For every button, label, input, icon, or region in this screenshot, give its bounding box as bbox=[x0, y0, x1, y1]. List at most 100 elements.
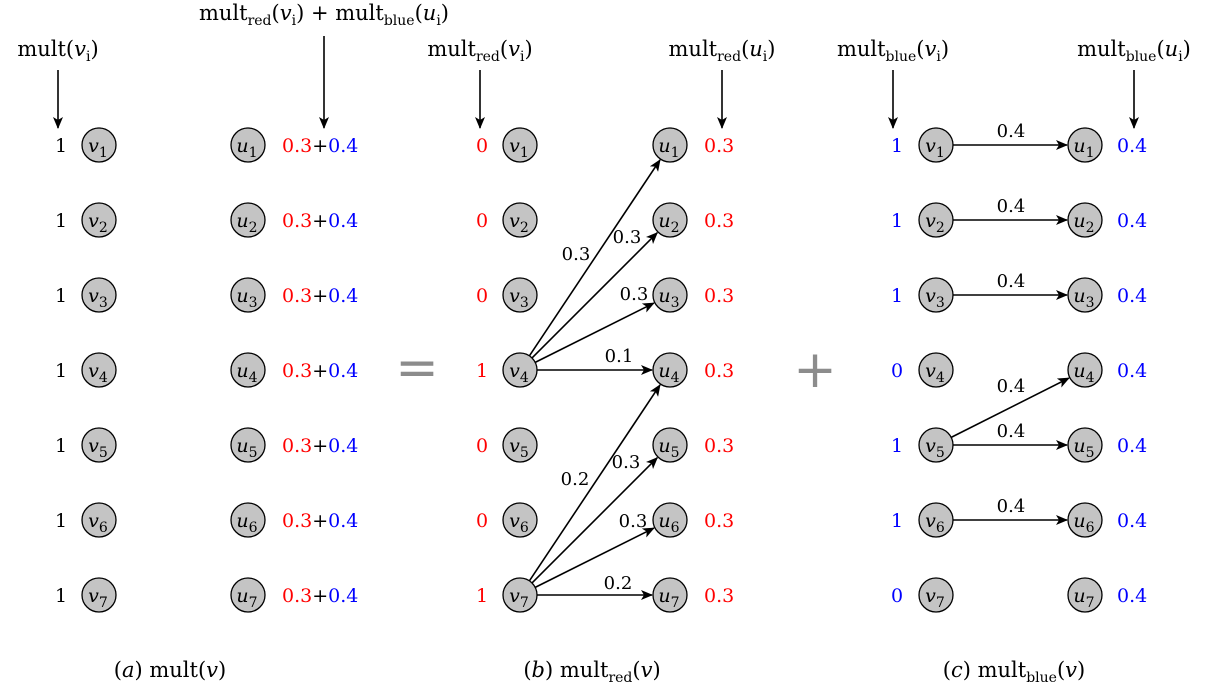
panel-c-node-v2: v2 bbox=[918, 202, 954, 238]
panel-b-right-value: 0.3 bbox=[704, 585, 734, 607]
panel-a-node-u6: u6 bbox=[230, 502, 266, 538]
node-circle bbox=[1067, 202, 1103, 238]
panel-b-left-value: 0 bbox=[476, 285, 488, 307]
node-label: v4 bbox=[925, 360, 945, 386]
node-label: u7 bbox=[1073, 585, 1094, 611]
panel-b-node-v3: v3 bbox=[502, 277, 538, 313]
panel-a-right-value: 0.3+0.4 bbox=[282, 585, 358, 607]
panel-c-node-u7: u7 bbox=[1067, 577, 1103, 613]
node-label: v5 bbox=[88, 435, 108, 461]
panel-b-node-v4: v4 bbox=[502, 352, 538, 388]
node-label: v1 bbox=[509, 135, 529, 161]
panel-b-edge-v4-u3 bbox=[534, 302, 655, 364]
panel-a-node-v4: v4 bbox=[81, 352, 117, 388]
panel-b-right-value: 0.3 bbox=[704, 360, 734, 382]
node-label: v7 bbox=[88, 585, 108, 611]
node-circle bbox=[652, 427, 688, 463]
panel-c-right-value: 0.4 bbox=[1117, 285, 1147, 307]
node-label: u2 bbox=[236, 210, 257, 236]
panel-c-left-value: 1 bbox=[891, 285, 903, 307]
panel-a-left-value: 1 bbox=[55, 510, 67, 532]
node-circle bbox=[918, 277, 954, 313]
node-circle bbox=[1067, 427, 1103, 463]
panel-a-node-u4: u4 bbox=[230, 352, 266, 388]
equals-operator: = bbox=[395, 338, 439, 398]
node-label: v2 bbox=[88, 210, 108, 236]
panel-a-left-value: 1 bbox=[55, 210, 67, 232]
header-arg: v bbox=[74, 37, 86, 61]
node-circle bbox=[502, 277, 538, 313]
panel-b-edge-v7-u4 bbox=[528, 384, 661, 582]
node-label: u7 bbox=[658, 585, 679, 611]
node-circle bbox=[1067, 502, 1103, 538]
node-circle bbox=[502, 202, 538, 238]
panel-b-right-value: 0.3 bbox=[704, 285, 734, 307]
panel-a-node-v5: v5 bbox=[81, 427, 117, 463]
panel-c-node-u5: u5 bbox=[1067, 427, 1103, 463]
node-circle bbox=[1067, 352, 1103, 388]
panel-a-left-value: 1 bbox=[55, 585, 67, 607]
panel-c-edge-weight: 0.4 bbox=[997, 496, 1026, 517]
panel-c-right-value: 0.4 bbox=[1117, 210, 1147, 232]
panel-a-node-v3: v3 bbox=[81, 277, 117, 313]
panel-b-node-v2: v2 bbox=[502, 202, 538, 238]
panel-b-right-value: 0.3 bbox=[704, 510, 734, 532]
panel-c-left-value: 1 bbox=[891, 510, 903, 532]
node-label: v2 bbox=[509, 210, 529, 236]
panel-c-node-u2: u2 bbox=[1067, 202, 1103, 238]
panel-b-left-value: 1 bbox=[476, 360, 488, 382]
panel-c-right-value: 0.4 bbox=[1117, 135, 1147, 157]
panel-c-edge-weight: 0.4 bbox=[997, 421, 1026, 442]
panel-b-node-v7: v7 bbox=[502, 577, 538, 613]
node-circle bbox=[230, 352, 266, 388]
node-circle bbox=[81, 127, 117, 163]
panel-c-right-value: 0.4 bbox=[1117, 360, 1147, 382]
node-label: v7 bbox=[925, 585, 945, 611]
node-label: u3 bbox=[1073, 285, 1094, 311]
panel-c-caption: (c) multblue(v) bbox=[943, 658, 1085, 686]
panel-b-left-value: 0 bbox=[476, 135, 488, 157]
node-circle bbox=[81, 277, 117, 313]
node-label: u4 bbox=[658, 360, 679, 386]
panel-b-right-value: 0.3 bbox=[704, 435, 734, 457]
node-label: v4 bbox=[88, 360, 108, 386]
panel-c-header-left: multblue(vi) bbox=[837, 37, 949, 65]
panel-b-caption: (b) multred(v) bbox=[523, 658, 660, 686]
panel-c-left-value: 1 bbox=[891, 210, 903, 232]
panel-b-node-u3: u3 bbox=[652, 277, 688, 313]
values-layer: 1 0.3+0.41 0.3+0.41 0.3+0.41 0.3+0.41 0.3+0.4… bbox=[55, 121, 1147, 607]
panel-c-node-v1: v1 bbox=[918, 127, 954, 163]
panel-c-right-value: 0.4 bbox=[1117, 435, 1147, 457]
node-circle bbox=[918, 202, 954, 238]
panel-b-left-value: 0 bbox=[476, 510, 488, 532]
panel-b-edge-v7-u6 bbox=[534, 527, 655, 589]
panel-b-left-value: 0 bbox=[476, 210, 488, 232]
panel-b-edge-weight: 0.2 bbox=[604, 573, 633, 594]
edges-layer bbox=[528, 140, 1070, 600]
node-circle bbox=[652, 127, 688, 163]
node-circle bbox=[81, 577, 117, 613]
panel-a-node-u7: u7 bbox=[230, 577, 266, 613]
node-label: u6 bbox=[658, 510, 679, 536]
panel-a-node-v7: v7 bbox=[81, 577, 117, 613]
node-label: u5 bbox=[1073, 435, 1094, 461]
node-circle bbox=[652, 577, 688, 613]
node-circle bbox=[81, 502, 117, 538]
node-label: u7 bbox=[236, 585, 257, 611]
node-label: v5 bbox=[509, 435, 529, 461]
node-label: v3 bbox=[88, 285, 108, 311]
panel-c-edge-weight: 0.4 bbox=[997, 376, 1026, 397]
panel-a-left-value: 1 bbox=[55, 285, 67, 307]
panel-a-header-right: multred(vi) + multblue(ui) bbox=[199, 1, 449, 29]
panel-c-node-v4: v4 bbox=[918, 352, 954, 388]
node-circle bbox=[81, 352, 117, 388]
panel-b-edge-weight: 0.3 bbox=[613, 227, 642, 248]
node-label: v6 bbox=[509, 510, 529, 536]
panel-b-left-value: 0 bbox=[476, 435, 488, 457]
node-label: u2 bbox=[1073, 210, 1094, 236]
node-label: u4 bbox=[1073, 360, 1094, 386]
panel-a-node-u1: u1 bbox=[230, 127, 266, 163]
panel-c-edge-weight: 0.4 bbox=[997, 196, 1026, 217]
panel-a-right-value: 0.3+0.4 bbox=[282, 285, 358, 307]
